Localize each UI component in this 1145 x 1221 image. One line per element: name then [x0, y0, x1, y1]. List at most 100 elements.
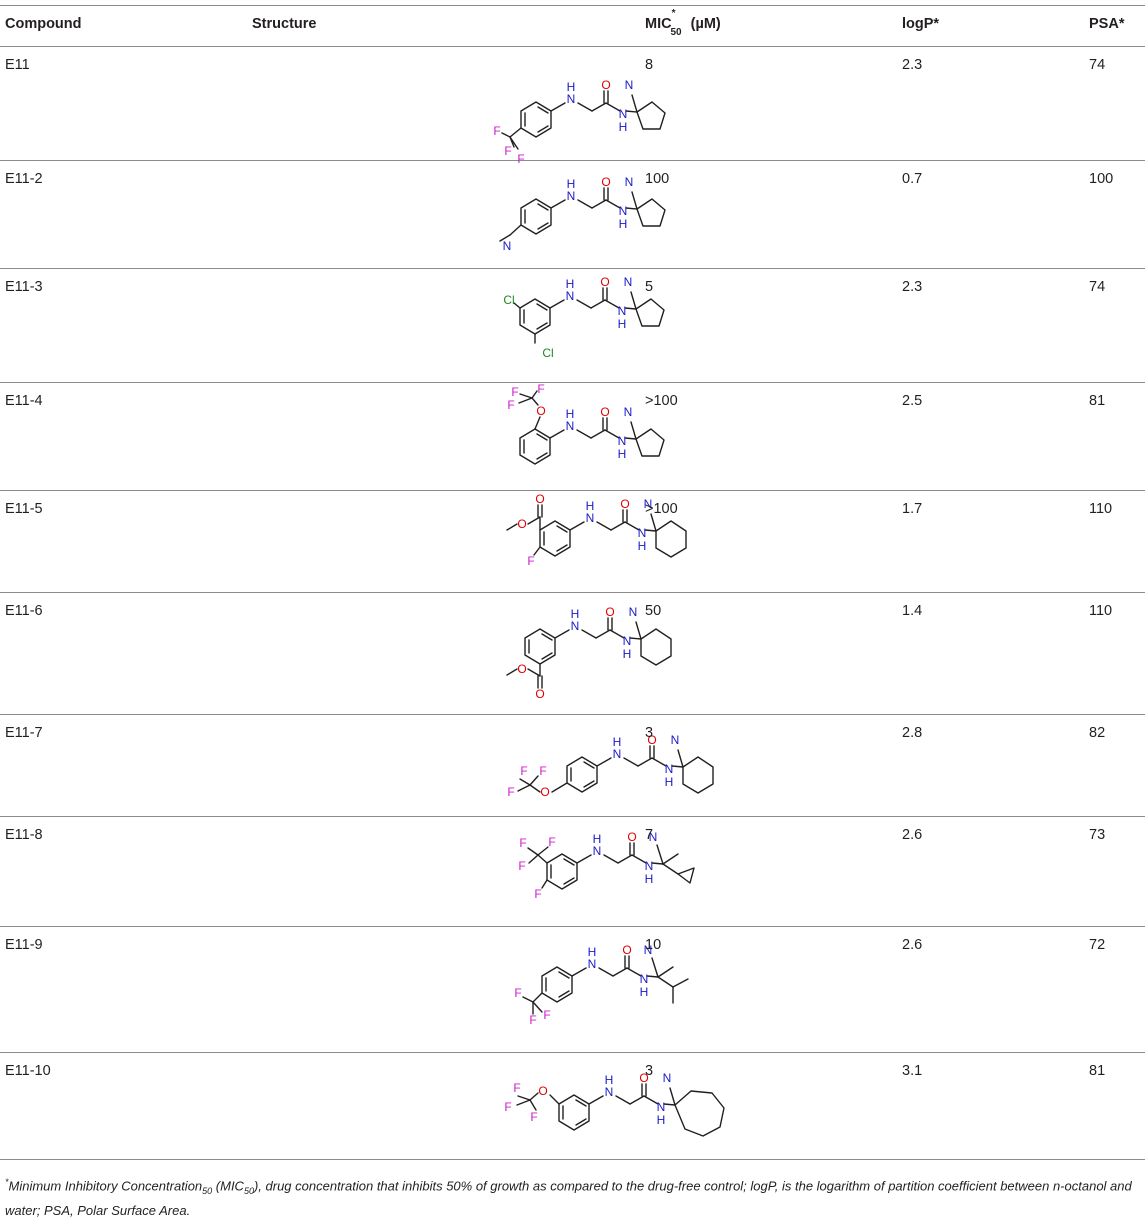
table-row: E11-10	[0, 1053, 1145, 1160]
structure-e11-7: N H O N H N O F F F	[507, 733, 714, 799]
amine-h-label: H	[566, 407, 575, 421]
logp-cell: 2.5	[902, 393, 923, 409]
psa-cell: 100	[1089, 171, 1114, 187]
amide-h-label: H	[657, 1113, 666, 1127]
fluorine-label: F	[518, 859, 525, 873]
amine-h-label: H	[567, 177, 576, 191]
logp-cell: 0.7	[902, 171, 923, 187]
amine-n-label: N	[567, 92, 576, 106]
amide-h-label: H	[619, 217, 628, 231]
structure-cell: N H O N H N O O	[252, 593, 672, 715]
compound-cell: E11-6	[5, 603, 43, 619]
table-row: E11-3 N H	[0, 269, 1145, 383]
header-mic-unit: (µM)	[686, 16, 721, 32]
mic-cell: 10	[645, 937, 662, 953]
nitrile-n-label: N	[663, 1071, 672, 1085]
header-logp: logP*	[902, 16, 940, 32]
psa-cell: 81	[1089, 1063, 1106, 1079]
amide-h-label: H	[623, 647, 632, 661]
logp-cell: 3.1	[902, 1063, 923, 1079]
nitrile-n-label: N	[644, 943, 653, 957]
header-compound: Compound	[5, 16, 82, 32]
structure-cell: N H O N H N N	[252, 161, 666, 269]
amine-h-label: H	[588, 945, 597, 959]
nitrile-n-label: N	[624, 405, 633, 419]
structure-cell: N H O N H N F F F	[252, 927, 689, 1053]
ether-o-label: O	[540, 785, 549, 799]
amide-h-label: H	[645, 872, 654, 886]
amide-n-label: N	[657, 1100, 666, 1114]
amide-n-label: N	[618, 304, 627, 318]
amide-h-label: H	[618, 317, 627, 331]
structure-cell: N H O N H N O O F	[252, 491, 687, 593]
mic-cell: >100	[645, 393, 678, 409]
ester-o-label: O	[517, 662, 526, 676]
fluorine-label: F	[534, 887, 541, 901]
amide-n-label: N	[619, 204, 628, 218]
header-mic: MIC* 50 (µM)	[645, 6, 902, 47]
header-mic-sub: 50	[670, 27, 682, 39]
fluorine-label: F	[548, 835, 555, 849]
compound-cell: E11-3	[5, 279, 43, 295]
amide-h-label: H	[619, 120, 628, 134]
compound-cell: E11-10	[5, 1063, 51, 1079]
nitrile-n-label: N	[671, 733, 680, 747]
structure-e11-8: N H O N H N F F F F	[518, 830, 695, 901]
structure-cell: N H O N H N F F F F	[252, 817, 695, 927]
fluorine-label: F	[543, 1008, 550, 1022]
amine-n-label: N	[586, 511, 595, 525]
amine-n-label: N	[588, 957, 597, 971]
structure-cell: N H O N H N O F F F	[252, 715, 714, 817]
psa-cell: 72	[1089, 937, 1106, 953]
amide-h-label: H	[638, 539, 647, 553]
amine-n-label: N	[567, 189, 576, 203]
mic-cell: 7	[645, 827, 654, 843]
psa-cell: 73	[1089, 827, 1106, 843]
fluorine-label: F	[507, 785, 514, 799]
fluorine-label: F	[504, 144, 511, 158]
mic-cell: 8	[645, 57, 654, 73]
structure-e11-2: N H O N H N N	[499, 175, 666, 253]
table-row: E11	[0, 47, 1145, 166]
ether-o-label: O	[538, 1084, 547, 1098]
nitrile-n-label: N	[629, 605, 638, 619]
logp-cell: 1.4	[902, 603, 923, 619]
ester-carbonyl-o-label: O	[535, 687, 544, 701]
mic-cell: 3	[645, 1063, 654, 1079]
nitrile-n-label: N	[644, 497, 653, 511]
amide-h-label: H	[640, 985, 649, 999]
fluorine-label: F	[493, 124, 500, 138]
compound-cell: E11-9	[5, 937, 43, 953]
fluorine-label: F	[539, 764, 546, 778]
structure-cell: N H O N H N Cl Cl	[252, 269, 665, 383]
mic-cell: 100	[645, 171, 670, 187]
amine-h-label: H	[605, 1073, 614, 1087]
compound-cell: E11-2	[5, 171, 43, 187]
amide-h-label: H	[665, 775, 674, 789]
carbonyl-o-label: O	[620, 497, 629, 511]
amine-h-label: H	[566, 277, 575, 291]
table-row: E11-9	[0, 927, 1145, 1053]
psa-cell: 74	[1089, 57, 1106, 73]
table-row: E11-5	[0, 491, 1145, 593]
amine-n-label: N	[566, 289, 575, 303]
structure-e11-3: N H O N H N Cl Cl	[503, 275, 665, 360]
fluorine-label: F	[527, 554, 534, 568]
psa-cell: 110	[1089, 501, 1113, 517]
ester-carbonyl-o-label: O	[535, 492, 544, 506]
carbonyl-o-label: O	[647, 733, 656, 747]
fluorine-label: F	[529, 1013, 536, 1027]
fluorine-label: F	[519, 836, 526, 850]
amine-n-label: N	[605, 1085, 614, 1099]
aryl-nitrile-n-label: N	[503, 239, 512, 253]
amine-h-label: H	[571, 607, 580, 621]
amide-n-label: N	[640, 972, 649, 986]
logp-cell: 2.3	[902, 279, 923, 295]
ester-o-label: O	[517, 517, 526, 531]
structure-cell: N H O N H N F F F	[252, 47, 666, 166]
footnote-text-1: Minimum Inhibitory Concentration	[8, 1178, 203, 1194]
amine-n-label: N	[593, 844, 602, 858]
compound-cell: E11	[5, 57, 30, 73]
carbonyl-o-label: O	[605, 605, 614, 619]
amine-n-label: N	[571, 619, 580, 633]
